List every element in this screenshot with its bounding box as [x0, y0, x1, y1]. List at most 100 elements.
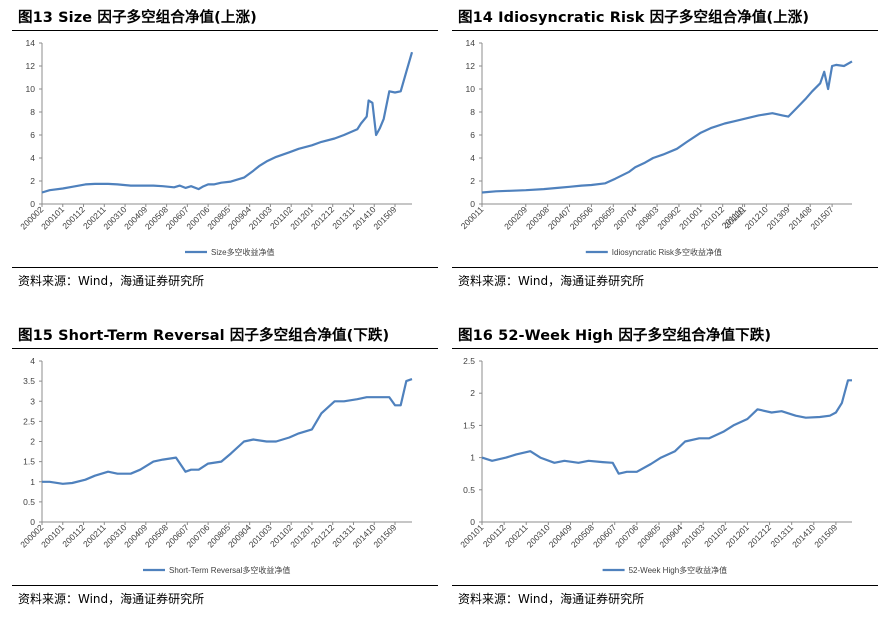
chart-title: 图14 Idiosyncratic Risk 因子多空组合净值(上涨) — [458, 10, 810, 26]
y-tick-label: 2 — [470, 176, 475, 186]
x-tick-label: 201012 — [699, 204, 726, 231]
series-line — [42, 378, 413, 485]
y-tick-label: 1.5 — [23, 457, 35, 467]
y-tick-label: 0.5 — [23, 497, 35, 507]
legend-label: Size多空收益净值 — [211, 247, 275, 257]
chart-title: 图16 52-Week High 因子多空组合净值下跌) — [458, 328, 772, 344]
x-tick-label: 201309 — [765, 204, 792, 231]
title-rule — [452, 348, 878, 349]
x-tick-label: 200704 — [611, 204, 638, 231]
y-tick-label: 1 — [30, 477, 35, 487]
title-rule — [452, 30, 878, 31]
x-tick-label: 200607 — [591, 522, 618, 549]
x-tick-label: 200605 — [590, 204, 617, 231]
x-tick-label: 201001 — [677, 204, 704, 231]
chart-panel-idiosyncratic-risk: 图14 Idiosyncratic Risk 因子多空组合净值(上涨) 0 2 4 6… — [452, 0, 878, 300]
x-tick-label: 200803 — [633, 204, 660, 231]
series-line — [41, 51, 414, 194]
source-rule — [452, 585, 878, 586]
series-line — [481, 379, 852, 475]
x-tick-label: 200508 — [569, 522, 596, 549]
x-tick-label: 200904 — [657, 522, 684, 549]
x-tick-label: 200805 — [635, 522, 662, 549]
y-tick-label: 4 — [30, 153, 35, 163]
y-tick-label: 2.5 — [23, 416, 35, 426]
chart-panel-short-term-reversal: 图15 Short-Term Reversal 因子多空组合净值(下跌) 0 0.… — [12, 318, 438, 618]
x-tick-label: 201509 — [812, 522, 839, 549]
y-tick-label: 8 — [30, 107, 35, 117]
y-tick-label: 10 — [466, 84, 476, 94]
x-tick-label: 200101 — [39, 522, 66, 549]
legend-label: Short-Term Reversal多空收益净值 — [169, 565, 290, 575]
x-tick-label: 201212 — [309, 204, 336, 231]
source-note: 资料来源：Wind，海通证券研究所 — [18, 274, 205, 288]
y-tick-label: 12 — [466, 61, 476, 71]
x-tick-label: 201201 — [724, 522, 751, 549]
x-tick-label: 201408 — [787, 204, 814, 231]
x-tick-label: 201102 — [702, 522, 729, 549]
x-tick-label: 201003 — [247, 204, 274, 231]
x-tick-label: 200310 — [525, 522, 552, 549]
x-tick-label: 200409 — [547, 522, 574, 549]
line-chart-size: 0246810121420000220010120011220021120031… — [18, 38, 414, 257]
y-tick-label: 0 — [30, 199, 35, 209]
y-tick-label: 8 — [470, 107, 475, 117]
source-rule — [12, 585, 438, 586]
y-tick-label: 3 — [30, 396, 35, 406]
source-note: 资料来源：Wind，海通证券研究所 — [458, 274, 645, 288]
x-tick-label: 200101 — [39, 204, 66, 231]
y-tick-label: 2 — [30, 176, 35, 186]
y-tick-label: 4 — [30, 356, 35, 366]
chart-title: 图13 Size 因子多空组合净值(上涨) — [18, 10, 257, 26]
y-tick-label: 3.5 — [23, 376, 35, 386]
x-tick-label: 201410 — [790, 522, 817, 549]
x-tick-label: 200308 — [524, 204, 551, 231]
chart-title: 图15 Short-Term Reversal 因子多空组合净值(下跌) — [18, 328, 390, 344]
legend-label: Idiosyncratic Risk多空收益净值 — [612, 247, 722, 257]
x-tick-label: 201509 — [371, 522, 398, 549]
chart-panel-size: 图13 Size 因子多空组合净值(上涨) 0 2 4 6 8 10 12 14 200002 2… — [12, 0, 438, 300]
y-tick-label: 2 — [30, 437, 35, 447]
y-tick-label: 14 — [26, 38, 36, 48]
x-tick-label: 200112 — [481, 522, 508, 549]
title-rule — [12, 348, 438, 349]
y-tick-label: 6 — [30, 130, 35, 140]
y-tick-label: 1.5 — [463, 420, 475, 430]
x-tick-label: 201509 — [371, 204, 398, 231]
x-tick-label: 201212 — [746, 522, 773, 549]
x-tick-label: 201210 — [743, 204, 770, 231]
source-note: 资料来源：Wind，海通证券研究所 — [458, 592, 645, 606]
y-tick-label: 6 — [470, 130, 475, 140]
y-tick-label: 14 — [466, 38, 476, 48]
y-tick-label: 1 — [470, 453, 475, 463]
x-tick-label: 201003 — [679, 522, 706, 549]
y-tick-label: 2.5 — [463, 356, 475, 366]
source-rule — [452, 267, 878, 268]
y-tick-label: 4 — [470, 153, 475, 163]
source-rule — [12, 267, 438, 268]
x-tick-label: 200506 — [568, 204, 595, 231]
y-tick-label: 0 — [470, 199, 475, 209]
line-chart-52-week-high: 00.511.522.52001012001122002112003102004… — [458, 356, 852, 575]
y-tick-label: 12 — [26, 61, 36, 71]
series-line — [481, 60, 853, 194]
x-tick-label: 200407 — [546, 204, 573, 231]
source-note: 资料来源：Wind，海通证券研究所 — [18, 592, 205, 606]
x-tick-label: 200209 — [502, 204, 529, 231]
y-tick-label: 0 — [30, 517, 35, 527]
x-tick-label: 200706 — [613, 522, 640, 549]
x-tick-label: 201507 — [808, 204, 835, 231]
y-tick-label: 0 — [470, 517, 475, 527]
x-tick-label: 201212 — [309, 522, 336, 549]
chart-panel-52-week-high: 图16 52-Week High 因子多空组合净值下跌) 0 0.5 1 1.5 2 2.… — [452, 318, 878, 618]
y-tick-label: 0.5 — [463, 485, 475, 495]
x-tick-label: 201003 — [247, 522, 274, 549]
x-tick-label: 200902 — [655, 204, 682, 231]
y-tick-label: 10 — [26, 84, 36, 94]
x-tick-label: 201311 — [768, 522, 795, 549]
line-chart-short-term-reversal: 00.511.522.533.5420000220010120011220021… — [18, 356, 413, 575]
title-rule — [12, 30, 438, 31]
y-tick-label: 2 — [470, 388, 475, 398]
legend-label: 52-Week High多空收益净值 — [629, 565, 728, 575]
